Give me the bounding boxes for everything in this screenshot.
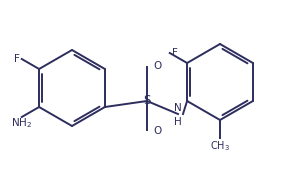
Text: NH$_2$: NH$_2$ <box>11 116 32 130</box>
Text: H: H <box>174 117 182 127</box>
Text: F: F <box>172 48 178 58</box>
Text: O: O <box>153 126 161 136</box>
Text: S: S <box>143 95 151 108</box>
Text: CH$_3$: CH$_3$ <box>210 139 230 153</box>
Text: N: N <box>174 103 182 113</box>
Text: F: F <box>14 54 20 64</box>
Text: O: O <box>153 61 161 71</box>
